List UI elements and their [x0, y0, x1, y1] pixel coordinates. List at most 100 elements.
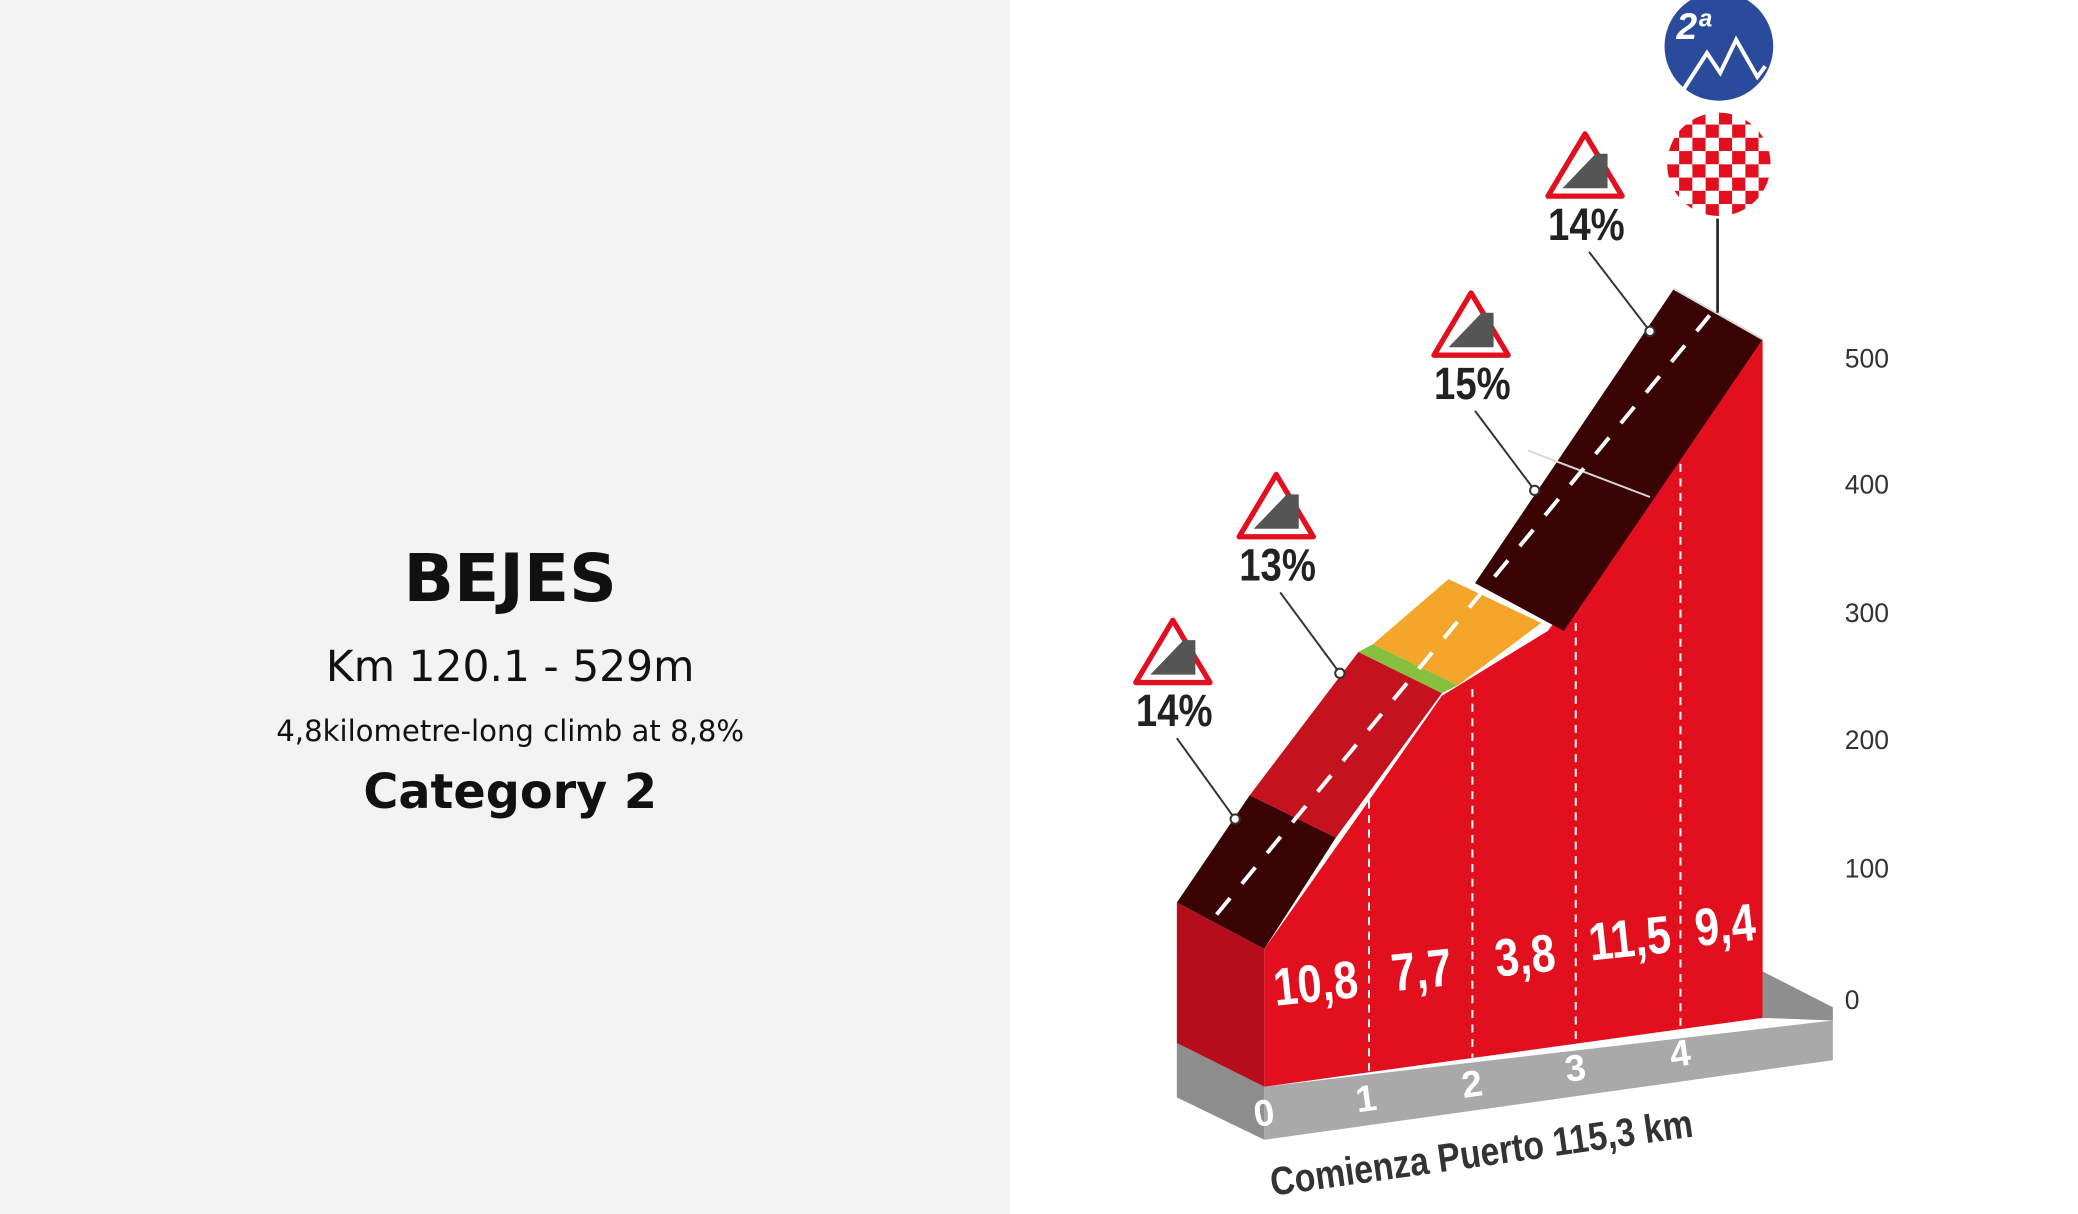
- flag-square: [1705, 164, 1719, 178]
- flag-square: [1679, 217, 1692, 230]
- flag-square: [1692, 190, 1706, 205]
- climb-description: 4,8kilometre-long climb at 8,8%: [276, 714, 744, 748]
- leader-line: [1279, 591, 1341, 674]
- warning-slope: [1448, 312, 1494, 348]
- flag-square: [1732, 177, 1746, 191]
- flag-square: [1745, 151, 1759, 165]
- flag-square: [1692, 124, 1706, 138]
- leader-dot: [1229, 813, 1241, 825]
- flag-square: [1705, 137, 1719, 152]
- flag-square: [1772, 125, 1785, 138]
- max-gradient: 13%: [1239, 540, 1316, 591]
- flag-square: [1692, 164, 1706, 178]
- flag-square: [1705, 124, 1719, 138]
- flag-square: [1758, 164, 1772, 178]
- flag-square: [1758, 111, 1772, 125]
- flag-square: [1732, 124, 1746, 138]
- base-front: [1264, 1020, 1833, 1140]
- flag-square: [1705, 151, 1719, 165]
- flag-square: [1772, 217, 1785, 230]
- flag-square: [1745, 137, 1759, 152]
- flag-square: [1719, 217, 1732, 230]
- flag-square: [1718, 111, 1733, 125]
- flag-square: [1679, 164, 1693, 178]
- flag-square: [1745, 190, 1759, 205]
- flag-square: [1705, 190, 1719, 205]
- info-panel: [0, 0, 1010, 1214]
- flag-square: [1665, 111, 1680, 125]
- leader-dot: [1644, 325, 1656, 337]
- leader-line: [1176, 737, 1236, 820]
- flag-square: [1705, 204, 1719, 218]
- altitude-tick-label: 200: [1845, 725, 1889, 755]
- flag-square: [1679, 190, 1693, 205]
- max-gradient: 14%: [1548, 199, 1625, 250]
- max-gradient: 15%: [1434, 358, 1511, 409]
- flag-square: [1665, 204, 1680, 218]
- climb-location: Km 120.1 - 529m: [326, 643, 695, 692]
- flag-square: [1745, 164, 1759, 178]
- flag-square: [1732, 190, 1746, 205]
- altitude-tick-label: 300: [1845, 598, 1889, 628]
- flag-square: [1718, 177, 1733, 191]
- flag-square: [1718, 137, 1733, 152]
- segment-gradient: 9,4: [1692, 893, 1758, 958]
- leader-line: [1474, 410, 1536, 491]
- flag-square: [1732, 164, 1746, 178]
- altitude-tick-label: 400: [1845, 469, 1889, 499]
- profile-side: [1176, 902, 1265, 1087]
- profile-front: [1264, 339, 1763, 1087]
- flag-square: [1692, 137, 1706, 152]
- flag-square: [1772, 164, 1785, 177]
- warning-slope: [1150, 640, 1196, 675]
- road-segment: [1358, 644, 1458, 694]
- flag-square: [1705, 177, 1719, 191]
- flag-square: [1705, 111, 1719, 125]
- segment-divider: [1527, 449, 1651, 498]
- flag-square: [1679, 124, 1693, 138]
- flag-square: [1759, 217, 1772, 230]
- flag-square: [1718, 190, 1733, 205]
- segment-gradient: 3,8: [1492, 924, 1558, 989]
- flag-square: [1666, 217, 1679, 230]
- flag-square: [1758, 151, 1772, 165]
- climb-category: Category 2: [363, 765, 657, 820]
- finish-flag-border: [1664, 110, 1774, 219]
- flag-square: [1772, 178, 1785, 191]
- flag-square: [1745, 177, 1759, 191]
- road-segment: [1176, 795, 1336, 949]
- flag-square: [1718, 124, 1733, 138]
- leader-dot: [1529, 484, 1541, 497]
- climb-title: BEJES: [404, 539, 617, 617]
- flag-square: [1772, 191, 1785, 204]
- badge-mountain: [1681, 35, 1767, 92]
- flag-square: [1718, 204, 1733, 218]
- flag-square: [1745, 217, 1758, 230]
- flag-square: [1772, 138, 1785, 151]
- base-side: [1176, 1043, 1265, 1140]
- flag-square: [1679, 137, 1693, 152]
- profile: [1176, 212, 1833, 1140]
- segment-divider: [1673, 288, 1764, 341]
- altitude-tick-label: 100: [1845, 854, 1889, 884]
- leader-line: [1588, 251, 1651, 332]
- flag-square: [1692, 217, 1705, 230]
- warning-slope: [1253, 494, 1299, 529]
- flag-square: [1732, 151, 1746, 165]
- flag-square: [1745, 124, 1759, 138]
- flag-square: [1692, 177, 1706, 191]
- segment-gradient: 10,8: [1270, 950, 1360, 1018]
- altitude-tick-label: 500: [1845, 343, 1889, 373]
- flag-square: [1665, 164, 1680, 178]
- flag-square: [1732, 137, 1746, 152]
- flag-square: [1679, 151, 1693, 165]
- segment-gradient: 11,5: [1586, 905, 1674, 972]
- flag-square: [1692, 151, 1706, 165]
- badge-text: 2ª: [1676, 5, 1713, 47]
- flag-square: [1732, 217, 1745, 230]
- road-segment: [1475, 288, 1763, 631]
- road-centerline: [1215, 314, 1712, 916]
- base-top: [1762, 971, 1833, 1021]
